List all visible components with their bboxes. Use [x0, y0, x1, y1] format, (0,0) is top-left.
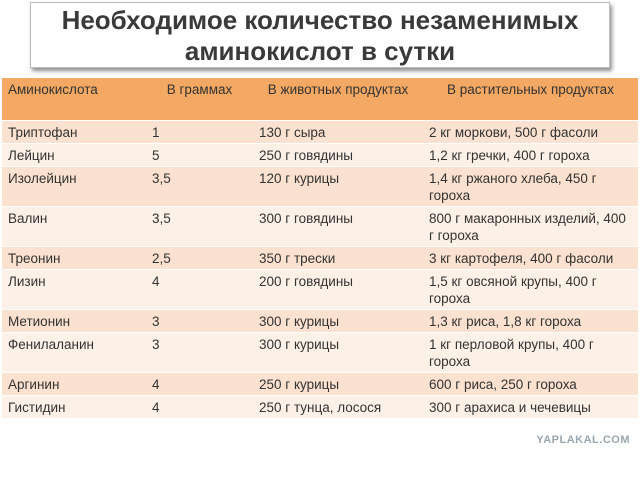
table-row: Треонин 2,5 350 г трески 3 кг картофеля, 40…	[2, 246, 638, 270]
table-cell: 2,5	[146, 246, 253, 270]
table-cell: 1	[146, 120, 253, 144]
table-cell: Треонин	[2, 246, 146, 270]
table-row: Метионин 3 300 г курицы 1,3 кг риса, 1,8 кг…	[2, 309, 638, 333]
table-cell: Лейцин	[2, 143, 146, 167]
table-cell: 4	[146, 372, 253, 396]
table-row: Фенилаланин 3 300 г курицы 1 кг перловой кр…	[2, 332, 638, 373]
table-cell: Метионин	[2, 309, 146, 333]
table-cell: 120 г курицы	[253, 166, 423, 207]
table-cell: 1,3 кг риса, 1,8 кг гороха	[423, 309, 638, 333]
table-cell: Валин	[2, 206, 146, 247]
table-cell: 2 кг моркови, 500 г фасоли	[423, 120, 638, 144]
watermark: YAPLAKAL.COM	[536, 434, 630, 446]
table-row: Лейцин 5 250 г говядины 1,2 кг гречки, 400 …	[2, 143, 638, 167]
table-cell: 350 г трески	[253, 246, 423, 270]
table-cell: 250 г курицы	[253, 372, 423, 396]
table-cell: 5	[146, 143, 253, 167]
table-cell: 800 г макаронных изделий, 400 г гороха	[423, 206, 638, 247]
table-cell: 250 г тунца, лосося	[253, 395, 423, 418]
table-cell: 130 г сыра	[253, 120, 423, 144]
table-cell: 600 г риса, 250 г гороха	[423, 372, 638, 396]
table-row: Гистидин 4 250 г тунца, лосося 300 г арахис…	[2, 395, 638, 418]
column-header: В граммах	[146, 78, 253, 121]
table-cell: Гистидин	[2, 395, 146, 418]
table-cell: 1,5 кг овсяной крупы, 400 г гороха	[423, 269, 638, 310]
table-row: Триптофан 1 130 г сыра 2 кг моркови, 500 г …	[2, 120, 638, 144]
table-cell: 3	[146, 309, 253, 333]
table-cell: 3 кг картофеля, 400 г фасоли	[423, 246, 638, 270]
table-cell: Триптофан	[2, 120, 146, 144]
title: Необходимое количество незаменимых амино…	[30, 2, 610, 68]
title-line: аминокислот в сутки	[184, 36, 456, 66]
table-cell: 1 кг перловой крупы, 400 г гороха	[423, 332, 638, 373]
table-row: Аргинин 4 250 г курицы 600 г риса, 250 г го…	[2, 372, 638, 396]
table-cell: Фенилаланин	[2, 332, 146, 373]
table-row: Лизин 4 200 г говядины 1,5 кг овсяной крупы…	[2, 269, 638, 310]
title-line: Необходимое количество незаменимых	[61, 5, 579, 35]
amino-table: Аминокислота В граммах В животных продукта…	[2, 78, 638, 418]
table-cell: 200 г говядины	[253, 269, 423, 310]
table-cell: Аргинин	[2, 372, 146, 396]
header-row: Аминокислота В граммах В животных продукта…	[2, 78, 638, 121]
column-header: В растительных продуктах	[423, 78, 638, 121]
table-cell: 1,4 кг ржаного хлеба, 450 г гороха	[423, 166, 638, 207]
table-cell: 3	[146, 332, 253, 373]
table-cell: 1,2 кг гречки, 400 г гороха	[423, 143, 638, 167]
table-cell: 4	[146, 269, 253, 310]
table-cell: 300 г арахиса и чечевицы	[423, 395, 638, 418]
table-row: Изолейцин 3,5 120 г курицы 1,4 кг ржаного х…	[2, 166, 638, 207]
column-header: Аминокислота	[2, 78, 146, 121]
table-cell: 3,5	[146, 166, 253, 207]
table-cell: Лизин	[2, 269, 146, 310]
table-cell: 3,5	[146, 206, 253, 247]
table-cell: 300 г курицы	[253, 332, 423, 373]
table-cell: 4	[146, 395, 253, 418]
table-cell: 300 г говядины	[253, 206, 423, 247]
column-header: В животных продуктах	[253, 78, 423, 121]
table-cell: 300 г курицы	[253, 309, 423, 333]
table-cell: 250 г говядины	[253, 143, 423, 167]
table-cell: Изолейцин	[2, 166, 146, 207]
table-row: Валин 3,5 300 г говядины 800 г макаронных и…	[2, 206, 638, 247]
